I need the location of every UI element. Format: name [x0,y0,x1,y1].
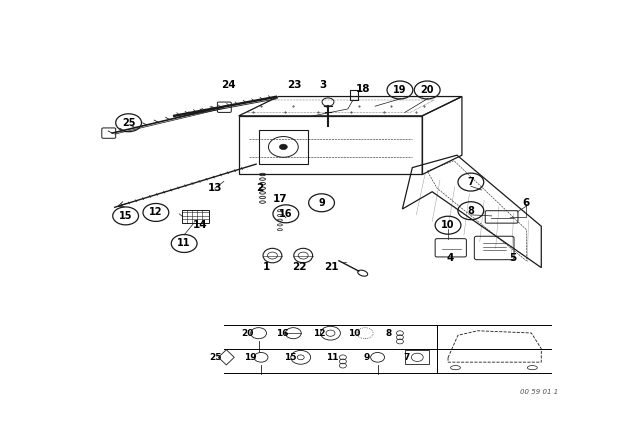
Text: 6: 6 [523,198,530,208]
Text: 20: 20 [241,329,254,338]
Text: 25: 25 [209,353,221,362]
Text: 8: 8 [386,329,392,338]
Text: 22: 22 [292,262,307,271]
Text: 15: 15 [284,353,296,362]
Text: 25: 25 [122,118,135,128]
Text: 10: 10 [348,329,360,338]
Text: 20: 20 [420,85,434,95]
Text: 14: 14 [193,220,208,229]
Text: 21: 21 [324,262,339,271]
Text: 11: 11 [177,238,191,249]
Text: 8: 8 [467,206,474,216]
Text: 18: 18 [355,84,370,94]
Text: 24: 24 [221,80,236,90]
Text: 12: 12 [149,207,163,217]
Text: 16: 16 [279,209,292,219]
Text: 5: 5 [509,253,516,263]
Text: 15: 15 [119,211,132,221]
Text: 13: 13 [207,183,222,193]
Text: 23: 23 [287,80,301,90]
Text: 19: 19 [244,353,257,362]
Text: 7: 7 [403,353,410,362]
Text: 19: 19 [393,85,406,95]
Text: 1: 1 [262,262,269,271]
Text: 00 59 01 1: 00 59 01 1 [520,389,559,395]
Text: 7: 7 [467,177,474,187]
Text: 10: 10 [442,220,455,230]
Text: 16: 16 [276,329,289,338]
Text: 12: 12 [314,329,326,338]
Text: 9: 9 [364,353,370,362]
Text: 17: 17 [273,194,287,204]
Text: 9: 9 [318,198,325,208]
Text: 3: 3 [319,80,326,90]
Text: 2: 2 [256,183,263,193]
Text: 11: 11 [326,353,338,362]
Text: 4: 4 [447,253,454,263]
Circle shape [280,144,287,150]
